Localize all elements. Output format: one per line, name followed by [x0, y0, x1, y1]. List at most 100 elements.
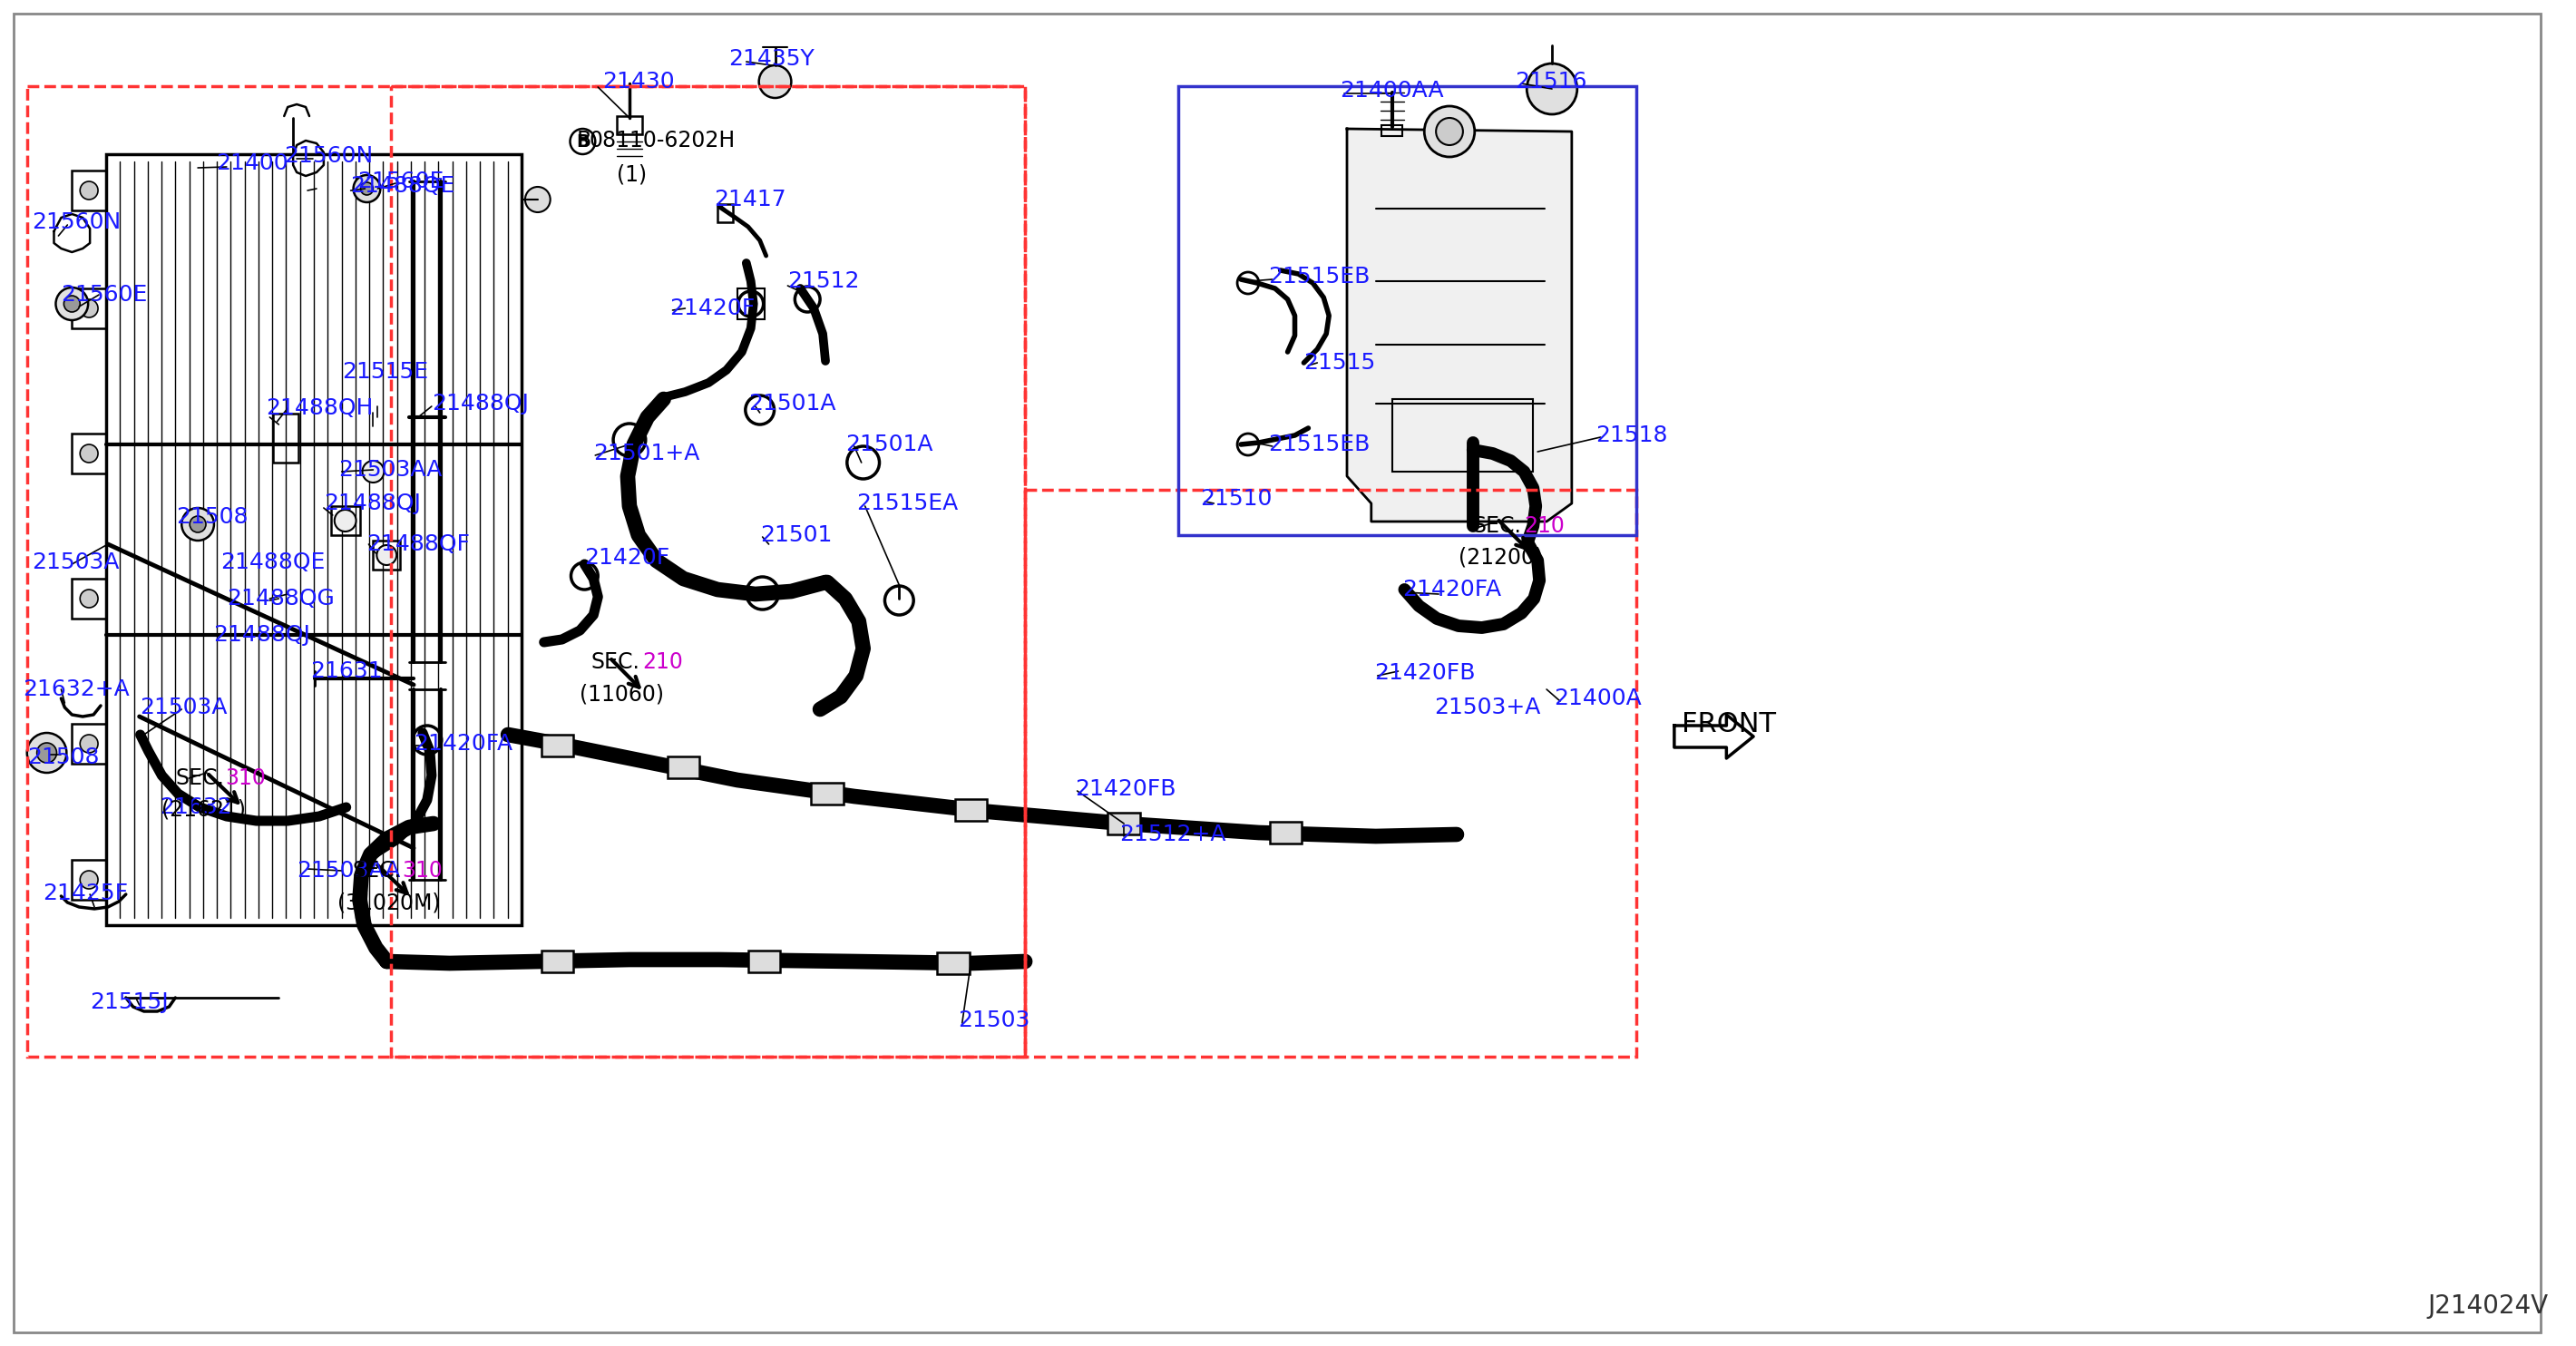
Text: 21501+A: 21501+A: [592, 443, 701, 464]
Text: 21400A: 21400A: [1553, 688, 1641, 709]
Text: SEC.: SEC.: [590, 651, 639, 673]
Text: 21515J: 21515J: [90, 992, 167, 1014]
Text: 21420FB: 21420FB: [1074, 778, 1175, 800]
Text: (21200): (21200): [1458, 546, 1543, 568]
Text: 21518: 21518: [1597, 424, 1669, 447]
Circle shape: [760, 66, 791, 98]
Polygon shape: [1108, 813, 1141, 835]
Text: 21560E: 21560E: [62, 284, 147, 306]
Circle shape: [1528, 63, 1577, 114]
Polygon shape: [1270, 822, 1301, 844]
Circle shape: [57, 288, 88, 320]
Circle shape: [80, 871, 98, 888]
Text: 21503AA: 21503AA: [337, 459, 443, 481]
Text: 21488QE: 21488QE: [350, 175, 456, 197]
Circle shape: [1425, 106, 1473, 157]
Text: (1): (1): [616, 163, 647, 184]
Text: 21515EB: 21515EB: [1267, 265, 1370, 288]
Circle shape: [191, 516, 206, 533]
Text: 21488QF: 21488QF: [366, 533, 471, 555]
Text: 21420FB: 21420FB: [1373, 662, 1476, 684]
Text: 21515: 21515: [1303, 351, 1376, 374]
Text: 21503A: 21503A: [31, 552, 118, 573]
Text: 210: 210: [641, 651, 683, 673]
Text: 21632+A: 21632+A: [23, 678, 129, 700]
Circle shape: [363, 460, 384, 482]
Text: 21420F: 21420F: [670, 297, 755, 319]
Polygon shape: [956, 800, 987, 821]
Polygon shape: [1674, 715, 1754, 758]
Circle shape: [183, 507, 214, 541]
Circle shape: [1435, 118, 1463, 145]
Text: 21508: 21508: [26, 747, 98, 769]
Circle shape: [26, 732, 67, 773]
Text: 21488QE: 21488QE: [222, 552, 325, 573]
Text: (11060): (11060): [580, 682, 665, 705]
Text: 21560N: 21560N: [31, 211, 121, 233]
Text: 21420F: 21420F: [585, 546, 670, 569]
Circle shape: [80, 735, 98, 752]
Text: 21503+A: 21503+A: [1435, 697, 1540, 719]
Text: 08110-6202H: 08110-6202H: [590, 129, 734, 152]
Text: SEC.: SEC.: [1473, 516, 1522, 537]
Text: SEC.: SEC.: [353, 860, 402, 882]
Circle shape: [361, 182, 374, 195]
Polygon shape: [811, 783, 842, 805]
Circle shape: [64, 296, 80, 312]
Text: 21508: 21508: [175, 506, 247, 528]
Text: 21425F: 21425F: [44, 883, 129, 905]
Text: 21488QG: 21488QG: [227, 588, 335, 610]
Text: 210: 210: [1525, 516, 1564, 537]
Text: 21560N: 21560N: [283, 145, 374, 167]
Text: SEC.: SEC.: [175, 767, 224, 789]
Text: 21430: 21430: [603, 71, 675, 93]
Text: B: B: [577, 129, 590, 152]
Text: 21400: 21400: [216, 152, 289, 174]
Circle shape: [376, 545, 397, 565]
Text: 21503A: 21503A: [139, 697, 227, 719]
Text: 21501A: 21501A: [747, 393, 835, 415]
Text: 21417: 21417: [714, 188, 786, 210]
Text: 21632: 21632: [160, 797, 232, 818]
Polygon shape: [541, 735, 574, 756]
Polygon shape: [541, 950, 574, 972]
Circle shape: [335, 510, 355, 532]
Polygon shape: [1347, 129, 1571, 521]
Circle shape: [353, 175, 381, 202]
Polygon shape: [938, 953, 969, 975]
Circle shape: [569, 129, 595, 155]
Text: J214024V: J214024V: [2427, 1294, 2548, 1319]
Polygon shape: [747, 950, 781, 972]
Text: 21501A: 21501A: [845, 433, 933, 455]
Circle shape: [526, 187, 551, 213]
Text: 21515EA: 21515EA: [855, 493, 958, 514]
Text: 21631: 21631: [309, 661, 381, 682]
Text: 21512+A: 21512+A: [1121, 824, 1226, 845]
Text: 21488QJ: 21488QJ: [325, 493, 420, 514]
Text: 21488QJ: 21488QJ: [214, 625, 309, 646]
Text: (21621): (21621): [162, 798, 247, 820]
Circle shape: [80, 590, 98, 607]
Text: 21488QJ: 21488QJ: [433, 393, 528, 415]
Circle shape: [36, 743, 57, 763]
Text: 21510: 21510: [1200, 489, 1273, 510]
Text: FRONT: FRONT: [1682, 711, 1775, 738]
Text: 21501: 21501: [760, 524, 832, 546]
Text: 21420FA: 21420FA: [1404, 579, 1502, 600]
Text: 21435Y: 21435Y: [729, 48, 814, 70]
Text: 21512: 21512: [788, 271, 860, 292]
Text: B: B: [577, 133, 590, 151]
Circle shape: [80, 299, 98, 318]
Text: 21488QH: 21488QH: [265, 397, 374, 419]
Text: 21515EB: 21515EB: [1267, 433, 1370, 455]
Polygon shape: [667, 756, 701, 778]
Text: 21420FA: 21420FA: [415, 732, 513, 755]
Text: 21516: 21516: [1515, 71, 1587, 93]
Text: 21503AA: 21503AA: [296, 860, 399, 882]
Text: 21560E: 21560E: [358, 171, 446, 192]
Text: 21515E: 21515E: [343, 361, 428, 382]
Text: 310: 310: [224, 767, 265, 789]
Text: (31020M): (31020M): [337, 891, 440, 914]
Circle shape: [80, 444, 98, 463]
Text: 21400AA: 21400AA: [1340, 79, 1443, 101]
